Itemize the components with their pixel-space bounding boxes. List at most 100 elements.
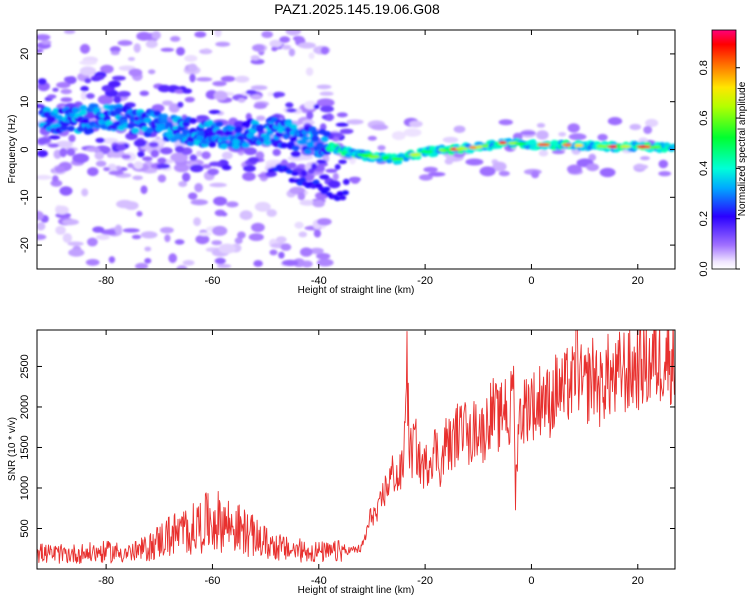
heatmap-cell xyxy=(531,170,540,179)
heatmap-cell xyxy=(66,76,77,85)
heatmap-cell xyxy=(346,119,364,125)
heatmap-cell xyxy=(465,158,484,166)
heatmap-cell xyxy=(241,142,250,149)
heatmap-cell xyxy=(247,157,260,163)
heatmap-cell xyxy=(72,153,90,163)
heatmap-cell xyxy=(87,167,99,177)
heatmap-cell xyxy=(536,130,549,140)
top-y-tick-label: 10 xyxy=(19,96,31,108)
heatmap-cell xyxy=(289,123,298,130)
heatmap-cell xyxy=(79,43,91,54)
heatmap-cell xyxy=(312,199,325,208)
heatmap-cell xyxy=(233,120,246,129)
heatmap-cell xyxy=(305,67,314,76)
heatmap-cell xyxy=(409,120,423,128)
heatmap-cell xyxy=(331,137,340,142)
heatmap-cell xyxy=(96,234,110,240)
colorbar-tick-label: 0.8 xyxy=(698,60,710,75)
heatmap-cell xyxy=(133,43,141,53)
heatmap-cell xyxy=(243,147,257,156)
heatmap-cell xyxy=(189,73,196,83)
heatmap-cell xyxy=(97,94,114,105)
heatmap-cell xyxy=(316,253,331,260)
top-x-tick-label: -40 xyxy=(311,275,327,287)
heatmap-cell xyxy=(332,172,339,181)
heatmap-cell xyxy=(291,145,300,151)
heatmap-cell xyxy=(201,151,211,160)
heatmap-cell xyxy=(286,169,293,175)
heatmap-cell xyxy=(55,140,73,148)
heatmap-cell xyxy=(156,163,171,169)
heatmap-cell xyxy=(109,46,121,53)
heatmap-cell xyxy=(308,52,315,60)
heatmap-cell xyxy=(453,125,466,133)
heatmap-cell xyxy=(126,122,135,129)
top-y-tick-label: 0 xyxy=(19,146,31,152)
heatmap-cell xyxy=(596,144,608,148)
heatmap-cell xyxy=(203,48,211,53)
top-y-tick-label: -10 xyxy=(19,189,31,205)
heatmap-cell xyxy=(498,170,510,177)
heatmap-cell xyxy=(645,118,659,128)
heatmap-cell xyxy=(307,168,315,175)
bottom-x-tick-label: -20 xyxy=(417,575,433,587)
colorbar-tick-label: 0.2 xyxy=(698,211,710,226)
heatmap-cell xyxy=(37,137,51,144)
top-x-tick-label: 0 xyxy=(528,275,534,287)
heatmap-cell xyxy=(133,139,147,148)
heatmap-cell xyxy=(313,229,321,238)
heatmap-cell xyxy=(227,125,236,132)
colorbar: 0.0 0.2 0.4 0.6 0.8 Normalized spectral ampl… xyxy=(698,29,748,277)
heatmap-cell xyxy=(285,30,301,36)
heatmap-cell xyxy=(67,125,75,132)
heatmap-cell xyxy=(136,31,152,41)
heatmap-cell xyxy=(85,147,101,152)
heatmap-cell xyxy=(265,171,278,177)
heatmap-cell xyxy=(48,135,61,140)
heatmap-cell xyxy=(194,183,203,193)
heatmap-cell xyxy=(71,107,80,113)
heatmap-cell xyxy=(313,104,320,110)
heatmap-cell xyxy=(562,143,572,147)
heatmap-cell xyxy=(37,175,52,180)
heatmap-cell xyxy=(182,88,193,94)
heatmap-cell xyxy=(151,31,161,40)
heatmap-cell xyxy=(68,134,76,143)
spectral-amplitude-heatmap xyxy=(37,30,675,269)
heatmap-cell xyxy=(300,247,313,257)
bottom-y-tick-label: 2000 xyxy=(19,395,31,419)
heatmap-cell xyxy=(79,60,97,66)
heatmap-cell xyxy=(150,149,159,158)
heatmap-cell xyxy=(87,237,98,247)
heatmap-cell xyxy=(326,113,334,122)
heatmap-cell xyxy=(132,175,143,181)
heatmap-cell xyxy=(117,40,133,46)
heatmap-cell xyxy=(567,164,582,174)
heatmap-cell xyxy=(498,141,507,145)
heatmap-cell xyxy=(567,123,580,133)
heatmap-cell xyxy=(280,142,288,149)
heatmap-cell xyxy=(196,77,213,82)
heatmap-cell xyxy=(239,210,253,221)
heatmap-cell xyxy=(208,141,217,148)
heatmap-cell xyxy=(220,135,229,142)
heatmap-cell xyxy=(285,102,294,108)
heatmap-cell xyxy=(214,30,222,38)
heatmap-cell xyxy=(108,80,121,88)
bottom-y-tick-label: 1000 xyxy=(19,476,31,500)
heatmap-cell xyxy=(299,199,316,206)
heatmap-cell xyxy=(144,246,152,252)
heatmap-cell xyxy=(309,247,324,255)
heatmap-cell xyxy=(288,177,296,183)
top-y-axis-label: Frequency (Hz) xyxy=(7,115,18,184)
heatmap-cell xyxy=(215,121,224,127)
heatmap-cell xyxy=(182,260,195,266)
top-y-tick-label: -20 xyxy=(19,237,31,253)
heatmap-cell xyxy=(442,136,459,143)
heatmap-cell xyxy=(288,162,297,169)
heatmap-cell xyxy=(54,166,66,173)
heatmap-cell xyxy=(92,226,105,233)
heatmap-cell xyxy=(285,108,297,113)
heatmap-cell xyxy=(176,265,188,269)
